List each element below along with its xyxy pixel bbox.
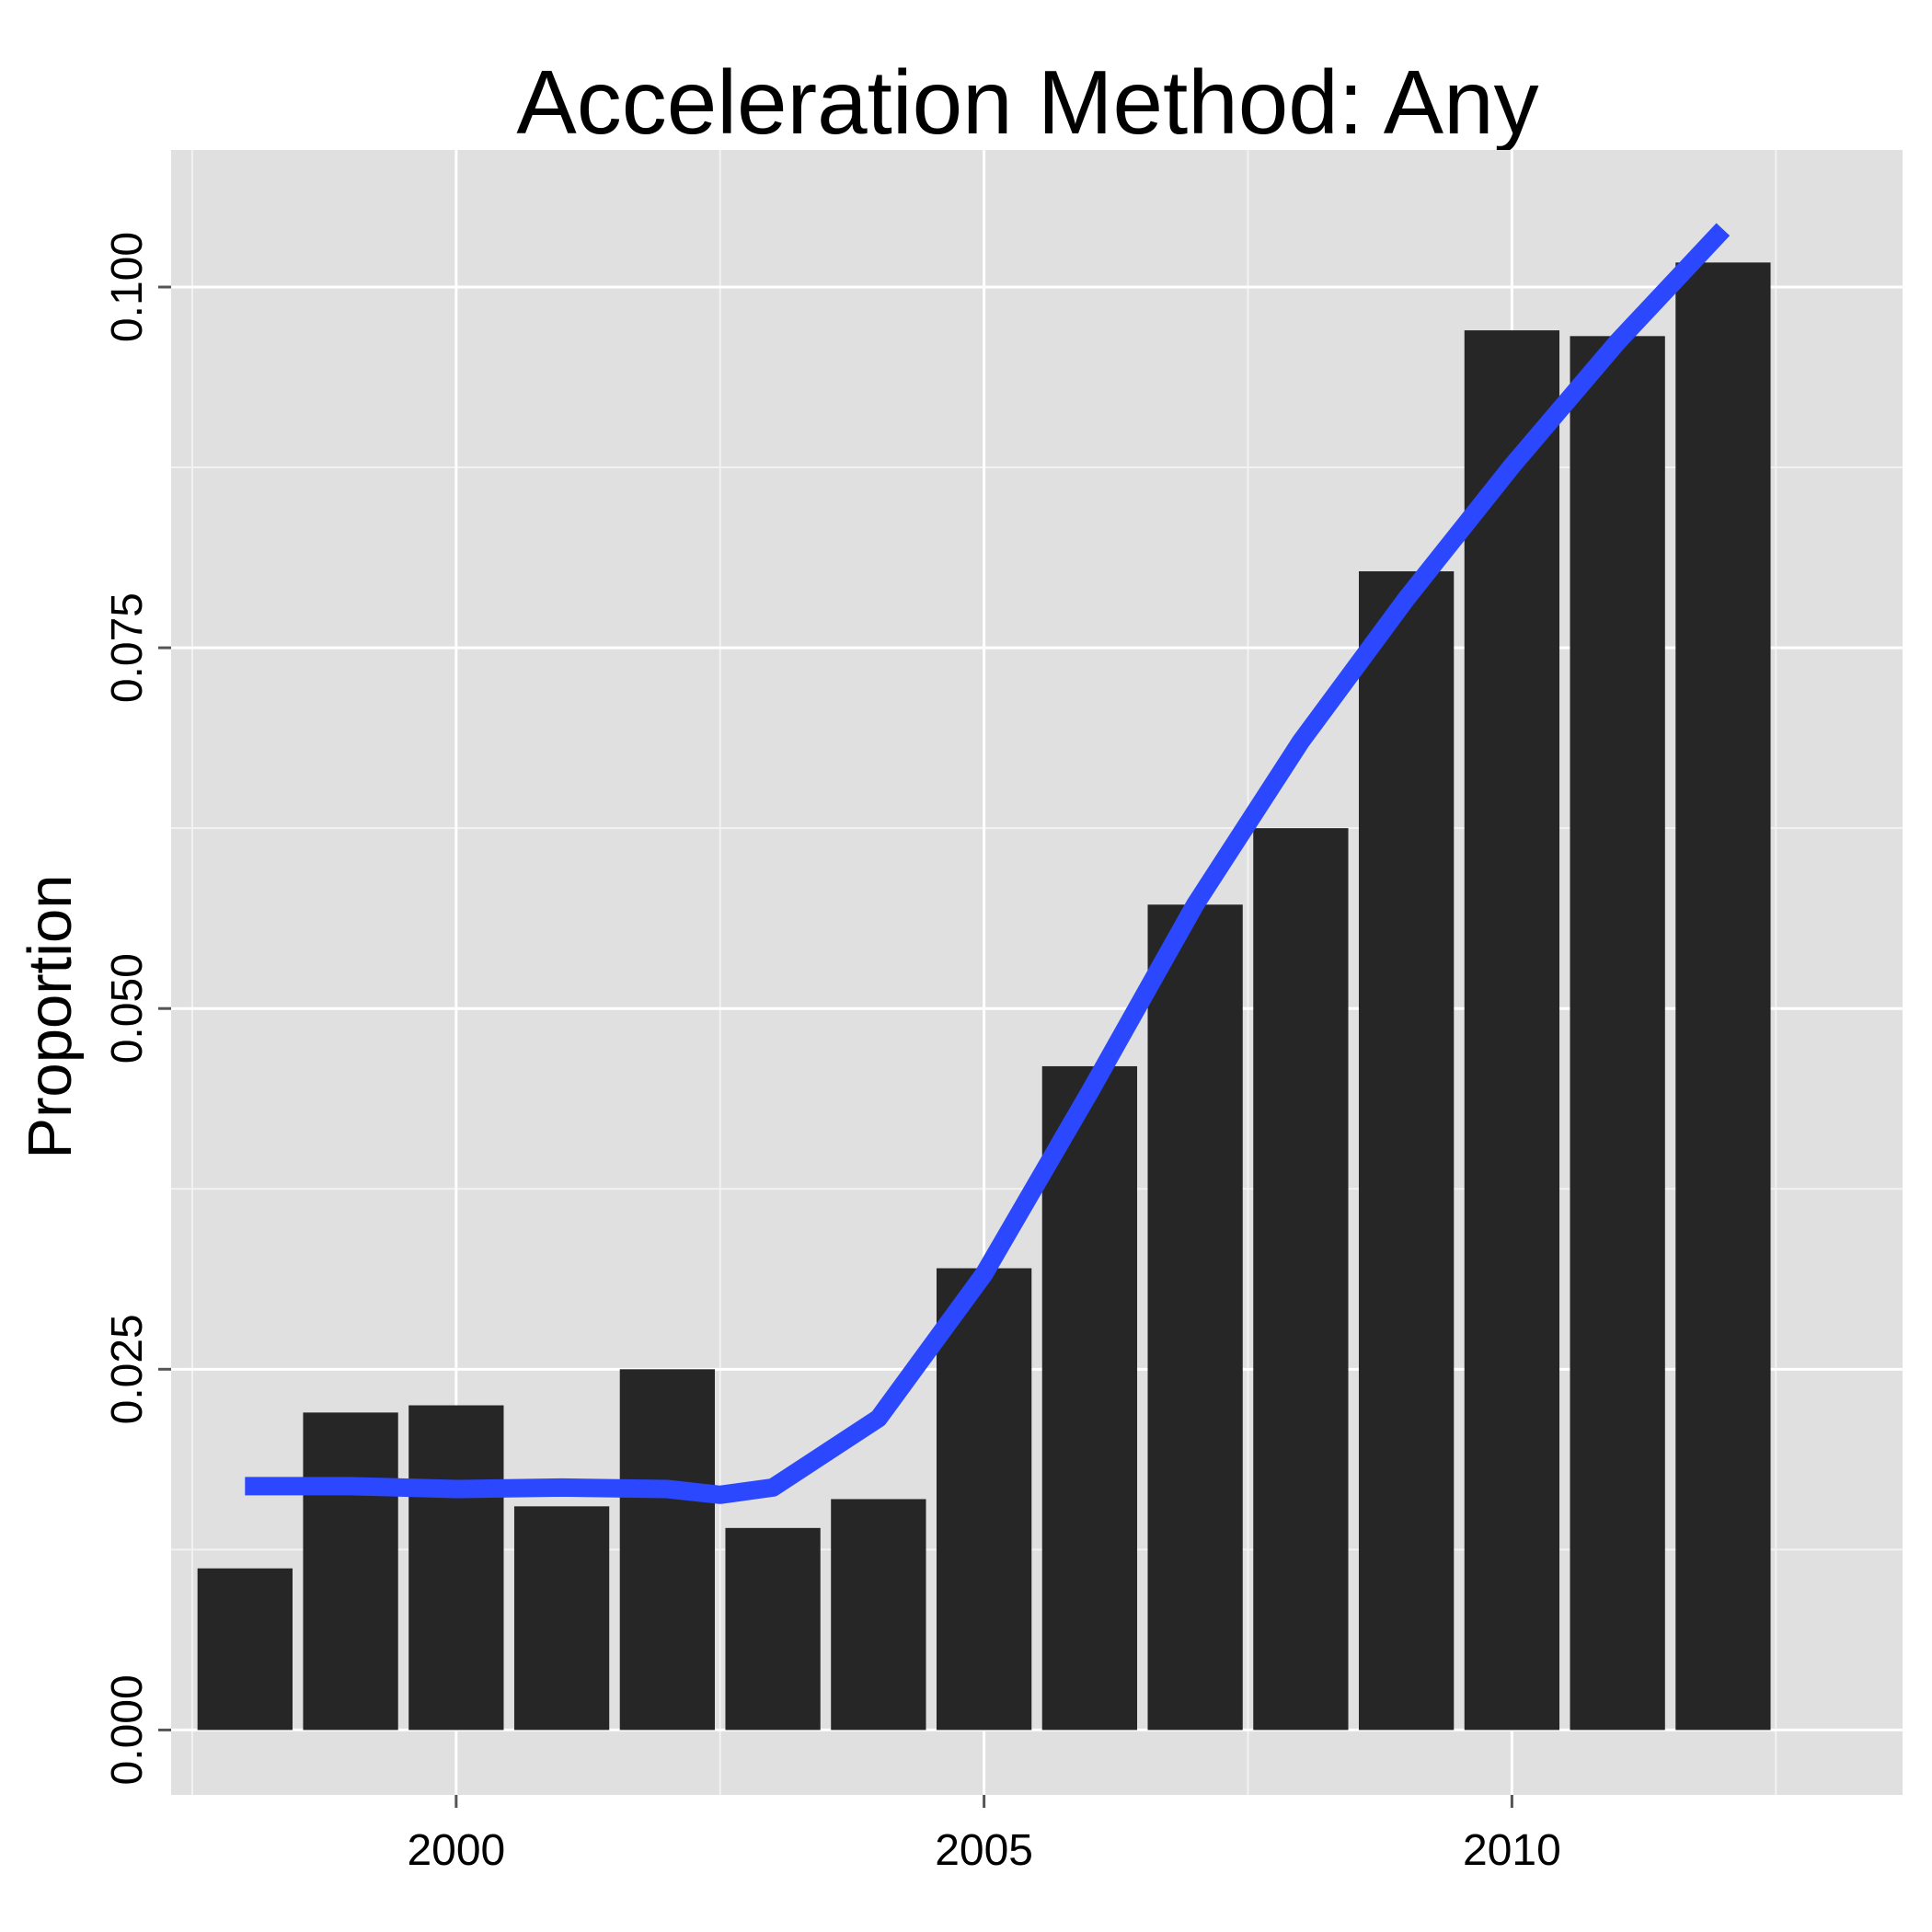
bar-2000 [408, 1405, 504, 1731]
bar-2010 [1464, 330, 1560, 1731]
bar-2009 [1359, 570, 1455, 1731]
bar-2011 [1570, 336, 1665, 1731]
bar-1998 [197, 1568, 293, 1731]
bar-2012 [1675, 262, 1771, 1731]
x-tick-label: 2005 [935, 1826, 1033, 1875]
y-tick-label: 0.000 [103, 1674, 152, 1785]
bar-2003 [725, 1527, 821, 1731]
y-tick-label: 0.050 [103, 953, 152, 1064]
x-tick-label: 2000 [407, 1826, 505, 1875]
bar-2008 [1253, 828, 1349, 1731]
bar-2006 [1041, 1065, 1138, 1731]
chart-title: Acceleration Method: Any [516, 52, 1538, 153]
x-tick-label: 2010 [1463, 1826, 1561, 1875]
bar-2001 [513, 1506, 610, 1731]
y-axis-label: Proportion [16, 874, 85, 1158]
bar-2005 [936, 1268, 1032, 1731]
y-axis-ticks: 0.000 0.025 0.050 0.075 0.100 [103, 232, 171, 1785]
y-tick-label: 0.100 [103, 232, 152, 342]
bar-2007 [1147, 904, 1243, 1731]
y-tick-label: 0.075 [103, 592, 152, 703]
x-axis-ticks: 2000 2005 2010 [407, 1795, 1561, 1875]
bar-2002 [619, 1369, 715, 1731]
bars [197, 262, 1771, 1731]
bar-2004 [831, 1499, 926, 1731]
y-tick-label: 0.025 [103, 1314, 152, 1424]
bar-1999 [303, 1412, 398, 1731]
trend-line [245, 223, 1731, 1504]
